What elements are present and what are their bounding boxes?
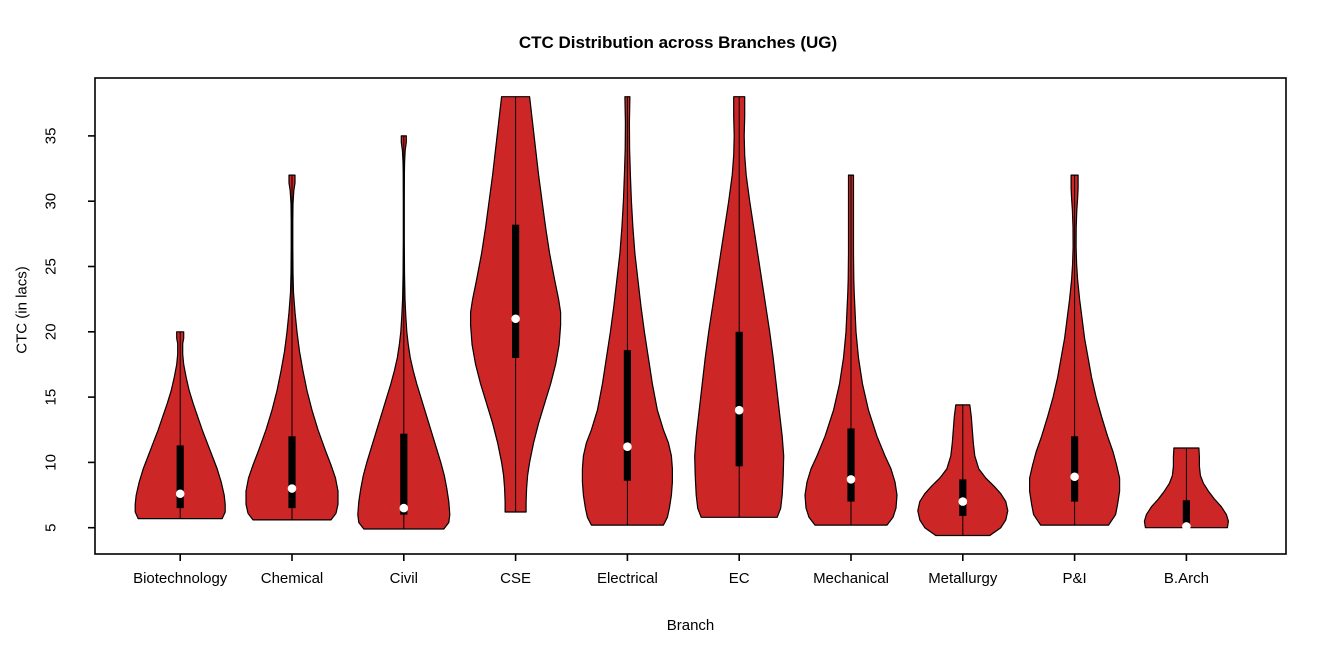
x-tick-label-Civil: Civil <box>390 570 418 587</box>
chart-title: CTC Distribution across Branches (UG) <box>518 33 838 52</box>
x-axis-label: Branch <box>666 617 715 634</box>
iqr-box-CSE <box>512 224 520 358</box>
median-dot-EC <box>734 405 744 415</box>
iqr-box-Civil <box>400 433 408 515</box>
x-tick-label-EC: EC <box>729 570 750 587</box>
x-tick-label-Chemical: Chemical <box>261 570 324 587</box>
iqr-box-Biotechnology <box>176 445 184 509</box>
x-tick-label-CSE: CSE <box>500 570 531 587</box>
median-dot-Biotechnology <box>175 489 185 499</box>
iqr-box-Mechanical <box>847 428 855 502</box>
y-tick-label-10: 10 <box>43 454 60 471</box>
plot-frame <box>94 77 1287 555</box>
y-tick-label-35: 35 <box>43 128 60 145</box>
y-tick-label-25: 25 <box>43 258 60 275</box>
x-tick-label-Metallurgy: Metallurgy <box>928 570 998 587</box>
y-tick-label-20: 20 <box>43 323 60 340</box>
x-tick-label-Mechanical: Mechanical <box>813 570 889 587</box>
x-tick-label-P&I: P&I <box>1063 570 1087 587</box>
median-dot-Civil <box>399 503 409 513</box>
median-dot-B.Arch <box>1182 522 1191 531</box>
iqr-box-Chemical <box>288 436 296 509</box>
median-dot-Chemical <box>287 484 297 493</box>
y-tick-label-30: 30 <box>43 193 60 210</box>
iqr-box-P&I <box>1071 436 1079 502</box>
median-dot-CSE <box>511 314 520 324</box>
x-tick-label-B.Arch: B.Arch <box>1164 570 1209 587</box>
median-dot-Electrical <box>623 442 632 452</box>
y-tick-label-5: 5 <box>43 524 60 532</box>
x-tick-label-Biotechnology: Biotechnology <box>133 570 228 587</box>
x-tick-label-Electrical: Electrical <box>597 570 658 587</box>
iqr-box-B.Arch <box>1182 500 1190 524</box>
iqr-box-Electrical <box>623 350 631 481</box>
y-tick-label-15: 15 <box>43 389 60 406</box>
iqr-box-EC <box>735 331 743 467</box>
median-dot-P&I <box>1070 472 1079 482</box>
median-dot-Metallurgy <box>958 497 968 506</box>
median-dot-Mechanical <box>846 475 856 484</box>
